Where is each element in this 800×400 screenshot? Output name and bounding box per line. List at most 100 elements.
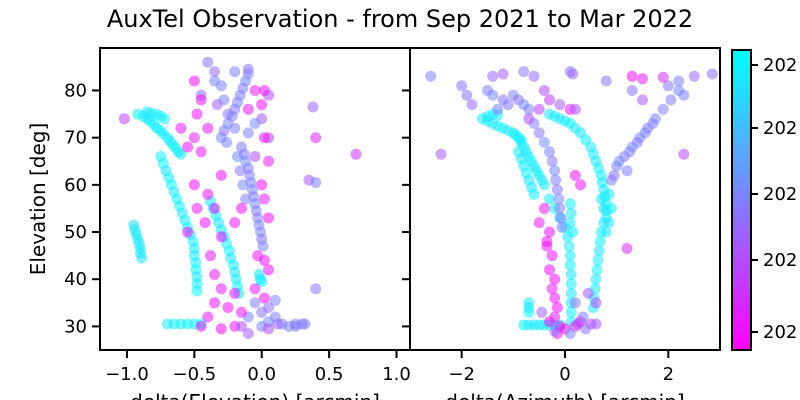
- scatter-point: [606, 202, 617, 214]
- scatter-point: [608, 169, 620, 181]
- scatter-point: [258, 132, 270, 144]
- scatter-point: [236, 320, 247, 332]
- scatter-point: [523, 306, 535, 318]
- scatter-point: [569, 297, 581, 309]
- scatter-point: [263, 323, 274, 335]
- scatter-point: [544, 226, 555, 238]
- scatter-point: [575, 179, 586, 191]
- scatter-point: [549, 292, 561, 304]
- scatter-point: [269, 295, 281, 306]
- right-x-axis-label: delta(Azimuth) [arcmin]: [445, 390, 684, 400]
- scatter-point: [215, 80, 227, 92]
- colorbar: 202 202 202 202 202: [731, 49, 797, 351]
- right-y-tick-marks: [402, 89, 410, 328]
- scatter-point: [600, 226, 612, 238]
- scatter-point: [590, 297, 602, 309]
- scatter-point: [688, 70, 700, 82]
- scatter-point: [242, 103, 254, 115]
- scatter-point: [289, 320, 301, 332]
- x-tick-label: 1.0: [382, 364, 411, 385]
- scatter-point: [554, 202, 566, 214]
- colorbar-tick-label: 202: [763, 55, 797, 76]
- scatter-point: [195, 94, 207, 106]
- scatter-point: [546, 155, 558, 167]
- scatter-point: [603, 188, 615, 200]
- scatter-point: [221, 136, 233, 148]
- scatter-point: [232, 151, 243, 162]
- x-tick-label: 0: [559, 364, 570, 385]
- scatter-point: [564, 328, 576, 339]
- scatter-point: [136, 252, 148, 264]
- right-panel: −2 0 2 delta(Azimuth) [arcmin]: [402, 47, 721, 400]
- scatter-point: [242, 63, 254, 75]
- scatter-point: [249, 151, 261, 162]
- left-x-axis-label: delta(Elevation) [arcmin]: [130, 390, 380, 400]
- scatter-point: [637, 94, 648, 106]
- scatter-point: [205, 250, 216, 262]
- scatter-point: [249, 85, 261, 96]
- y-tick-label: 70: [64, 128, 87, 149]
- scatter-point: [182, 226, 194, 238]
- scatter-point: [202, 122, 214, 134]
- scatter-point: [456, 80, 468, 92]
- scatter-point: [549, 325, 561, 337]
- scatter-point: [621, 165, 633, 177]
- scatter-point: [211, 99, 223, 111]
- scatter-point: [565, 207, 577, 219]
- scatter-point: [565, 287, 577, 299]
- scatter-point: [215, 169, 227, 181]
- scatter-point: [482, 85, 493, 96]
- scatter-point: [613, 155, 625, 167]
- x-tick-label: 2: [663, 364, 674, 385]
- scatter-point: [350, 148, 362, 160]
- scatter-point: [188, 132, 200, 144]
- scatter-point: [538, 85, 550, 96]
- scatter-point: [263, 155, 274, 167]
- right-x-axis: −2 0 2: [448, 350, 674, 385]
- y-tick-label: 30: [64, 316, 87, 337]
- scatter-point: [466, 99, 478, 111]
- scatter-point: [563, 240, 575, 252]
- scatter-point: [647, 118, 659, 129]
- scatter-point: [188, 75, 200, 87]
- scatter-point: [240, 193, 252, 205]
- scatter-point: [533, 127, 545, 139]
- y-tick-label: 80: [64, 80, 87, 101]
- scatter-point: [564, 250, 576, 262]
- scatter-point: [621, 243, 633, 254]
- y-axis-label: Elevation [deg]: [26, 123, 50, 276]
- scatter-point: [310, 132, 322, 144]
- scatter-point: [229, 287, 241, 299]
- scatter-point: [209, 269, 221, 280]
- x-tick-label: −2: [448, 364, 475, 385]
- scatter-point: [580, 323, 592, 335]
- scatter-point: [544, 94, 555, 106]
- scatter-point: [541, 236, 553, 247]
- scatter-point: [657, 103, 669, 115]
- scatter-point: [159, 113, 171, 125]
- scatter-point: [538, 202, 550, 214]
- scatter-point: [600, 75, 612, 87]
- scatter-point: [229, 217, 241, 229]
- scatter-point: [461, 89, 473, 101]
- scatter-point: [425, 70, 437, 82]
- scatter-point: [569, 169, 581, 181]
- scatter-point: [195, 146, 207, 158]
- scatter-point: [502, 99, 514, 111]
- scatter-point: [538, 179, 550, 191]
- scatter-point: [118, 113, 130, 125]
- scatter-point: [564, 259, 576, 271]
- scatter-point: [237, 179, 249, 191]
- scatter-point: [603, 217, 615, 229]
- scatter-point: [582, 287, 594, 299]
- scatter-point: [536, 306, 548, 318]
- scatter-point: [533, 103, 545, 115]
- scatter-point: [191, 202, 203, 214]
- scatter-point: [528, 70, 540, 82]
- scatter-point: [556, 221, 568, 233]
- scatter-point: [249, 118, 261, 129]
- colorbar-tick-label: 202: [763, 250, 797, 271]
- azimuth-scatter-series: [425, 66, 718, 339]
- scatter-point: [263, 212, 274, 224]
